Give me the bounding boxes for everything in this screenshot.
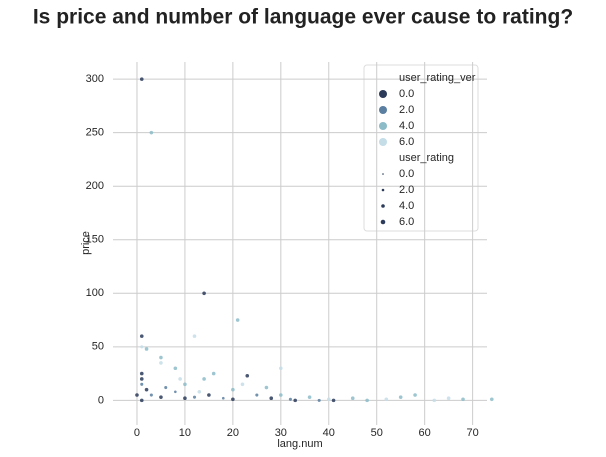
- point: [144, 387, 149, 392]
- legend-title: user_rating_ver: [399, 72, 476, 84]
- point: [255, 393, 259, 397]
- y-axis-label: price: [80, 231, 92, 255]
- legend-marker: [379, 122, 387, 130]
- legend-title: user_rating: [399, 152, 454, 164]
- legend-marker: [380, 219, 386, 225]
- point: [279, 393, 283, 397]
- point: [461, 397, 465, 402]
- legend-label: 0.0: [399, 88, 414, 100]
- x-tick-label: 40: [323, 427, 335, 439]
- point: [211, 371, 216, 376]
- point: [140, 345, 144, 349]
- point: [331, 398, 336, 403]
- point: [164, 385, 168, 390]
- legend-marker: [379, 138, 387, 146]
- x-tick-label: 10: [179, 427, 191, 439]
- point: [140, 382, 144, 386]
- legend-label: 2.0: [399, 104, 414, 116]
- legend-label: 4.0: [399, 200, 414, 212]
- y-tick-label: 50: [92, 341, 104, 353]
- legend-label: 6.0: [399, 136, 414, 148]
- point: [317, 398, 321, 402]
- point: [159, 395, 163, 399]
- point: [173, 366, 178, 371]
- point: [159, 361, 163, 365]
- point: [144, 347, 149, 351]
- point: [235, 318, 240, 322]
- point: [279, 366, 283, 371]
- point: [139, 77, 144, 81]
- point: [207, 393, 211, 397]
- legend-marker: [381, 204, 385, 208]
- point: [398, 395, 403, 399]
- point: [202, 377, 206, 381]
- point: [264, 385, 269, 390]
- point: [178, 377, 182, 381]
- point: [231, 387, 235, 392]
- point: [288, 397, 292, 401]
- point: [240, 382, 245, 387]
- point: [149, 393, 153, 397]
- point: [489, 397, 494, 402]
- x-tick-label: 70: [466, 427, 478, 439]
- point: [139, 377, 144, 381]
- legend-marker: [379, 90, 387, 98]
- point: [269, 396, 274, 401]
- point: [350, 396, 355, 401]
- legend-label: 0.0: [399, 168, 414, 180]
- point: [183, 382, 187, 387]
- point: [446, 396, 451, 401]
- point: [231, 397, 235, 402]
- point: [245, 373, 250, 378]
- chart-title: Is price and number of language ever cau…: [33, 6, 573, 29]
- x-tick-label: 20: [227, 427, 239, 439]
- point: [326, 397, 331, 402]
- x-axis-label: lang.num: [277, 438, 322, 450]
- legend-marker: [381, 188, 385, 192]
- legend-marker: [379, 106, 387, 114]
- point: [365, 398, 369, 403]
- point: [135, 393, 139, 397]
- y-tick-label: 100: [86, 287, 104, 299]
- x-tick-label: 0: [134, 427, 140, 439]
- point: [139, 334, 144, 338]
- point: [221, 396, 225, 400]
- y-tick-label: 300: [86, 73, 104, 85]
- point: [192, 334, 197, 338]
- x-tick-label: 50: [371, 427, 383, 439]
- y-tick-label: 0: [98, 394, 104, 406]
- point: [174, 390, 177, 394]
- point: [139, 371, 144, 376]
- legend-label: 6.0: [399, 216, 414, 228]
- legend-label: 2.0: [399, 184, 414, 196]
- point: [432, 398, 437, 403]
- point: [192, 395, 197, 399]
- point: [159, 355, 163, 360]
- legend-marker: [382, 173, 384, 175]
- point: [183, 396, 187, 401]
- y-tick-label: 250: [86, 127, 104, 139]
- point: [384, 397, 389, 402]
- legend-label: 4.0: [399, 120, 414, 132]
- point: [202, 291, 206, 296]
- point: [139, 398, 144, 403]
- x-tick-label: 30: [275, 427, 287, 439]
- point: [149, 130, 154, 135]
- y-tick-label: 200: [86, 180, 104, 192]
- point: [197, 390, 202, 394]
- x-tick-label: 60: [419, 427, 431, 439]
- legend-box: [363, 64, 479, 232]
- y-tick-label: 150: [86, 234, 104, 246]
- point: [307, 395, 312, 399]
- point: [293, 398, 298, 403]
- point: [413, 393, 417, 397]
